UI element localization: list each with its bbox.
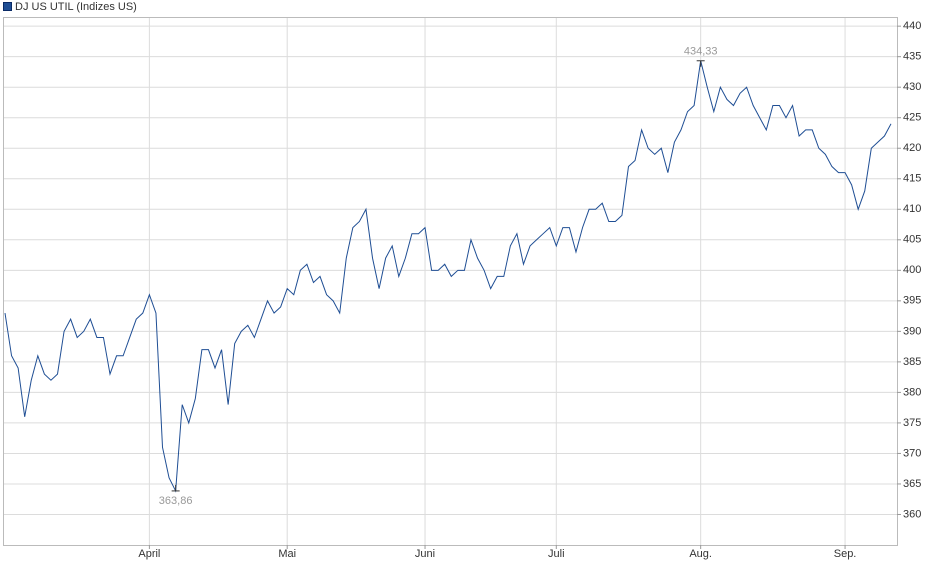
y-tick-label: 360 — [903, 508, 921, 520]
x-tick-label: April — [138, 548, 160, 560]
y-tick-label: 400 — [903, 264, 921, 276]
data-label: 363,86 — [159, 495, 193, 507]
y-tick-label: 405 — [903, 234, 921, 246]
y-tick-label: 390 — [903, 325, 921, 337]
y-tick-label: 420 — [903, 142, 921, 154]
y-tick-label: 395 — [903, 295, 921, 307]
plot-area — [3, 17, 898, 546]
legend-label: DJ US UTIL (Indizes US) — [15, 1, 137, 13]
y-tick-label: 440 — [903, 20, 921, 32]
y-tick-label: 410 — [903, 203, 921, 215]
y-tick-label: 375 — [903, 417, 921, 429]
price-line — [4, 60, 892, 493]
y-tick-label: 435 — [903, 51, 921, 63]
y-tick-label: 430 — [903, 81, 921, 93]
y-tick-label: 385 — [903, 356, 921, 368]
x-tick-label: Juli — [548, 548, 565, 560]
y-tick-label: 380 — [903, 386, 921, 398]
x-tick-label: Sep. — [834, 548, 857, 560]
x-tick-label: Mai — [278, 548, 296, 560]
legend-swatch — [3, 2, 12, 11]
y-tick-label: 415 — [903, 173, 921, 185]
data-label: 434,33 — [684, 46, 718, 58]
x-tick-label: Aug. — [689, 548, 712, 560]
y-tick-label: 370 — [903, 447, 921, 459]
y-tick-label: 365 — [903, 478, 921, 490]
y-tick-label: 425 — [903, 112, 921, 124]
x-tick-label: Juni — [415, 548, 435, 560]
